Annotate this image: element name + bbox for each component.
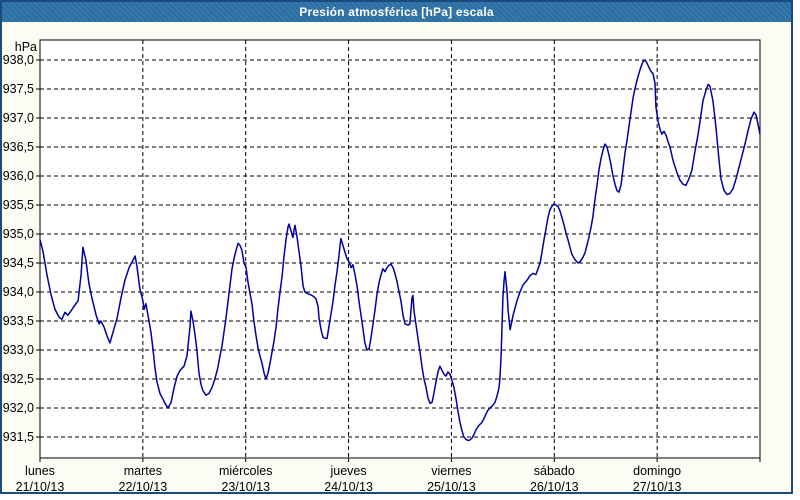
day-name-label: sábado bbox=[534, 464, 575, 478]
y-axis-label: 936,0 bbox=[3, 169, 34, 183]
day-date-label: 23/10/13 bbox=[221, 480, 270, 494]
y-axis-label: 933,0 bbox=[3, 343, 34, 357]
day-date-label: 24/10/13 bbox=[324, 480, 373, 494]
y-axis-label: 932,5 bbox=[3, 372, 34, 386]
y-axis-label: 936,5 bbox=[3, 140, 34, 154]
y-axis-label: 937,0 bbox=[3, 111, 34, 125]
day-name-label: domingo bbox=[633, 464, 681, 478]
plot-background bbox=[40, 40, 760, 458]
y-axis-label: 935,0 bbox=[3, 227, 34, 241]
plot-border bbox=[39, 39, 761, 459]
day-name-label: martes bbox=[124, 464, 162, 478]
day-date-label: 25/10/13 bbox=[427, 480, 476, 494]
day-date-label: 27/10/13 bbox=[633, 480, 682, 494]
day-date-label: 21/10/13 bbox=[16, 480, 65, 494]
y-axis-label: 935,5 bbox=[3, 198, 34, 212]
y-axis-label: 934,5 bbox=[3, 256, 34, 270]
pressure-series-line bbox=[39, 59, 761, 442]
day-name-label: jueves bbox=[330, 464, 367, 478]
y-axis-label: 932,0 bbox=[3, 401, 34, 415]
y-axis-label: 934,0 bbox=[3, 285, 34, 299]
y-axis-label: 933,5 bbox=[3, 314, 34, 328]
y-axis-label: 937,5 bbox=[3, 82, 34, 96]
title-bar[interactable]: Presión atmosférica [hPa] escala bbox=[2, 2, 791, 22]
y-axis-label: 938,0 bbox=[3, 53, 34, 67]
day-name-label: miércoles bbox=[219, 464, 273, 478]
day-name-label: viernes bbox=[431, 464, 471, 478]
day-date-label: 26/10/13 bbox=[530, 480, 579, 494]
day-name-label: lunes bbox=[25, 464, 55, 478]
y-axis-label: 931,5 bbox=[3, 430, 34, 444]
day-date-label: 22/10/13 bbox=[119, 480, 168, 494]
window-title: Presión atmosférica [hPa] escala bbox=[299, 5, 494, 19]
y-axis-unit-label: hPa bbox=[15, 40, 37, 54]
